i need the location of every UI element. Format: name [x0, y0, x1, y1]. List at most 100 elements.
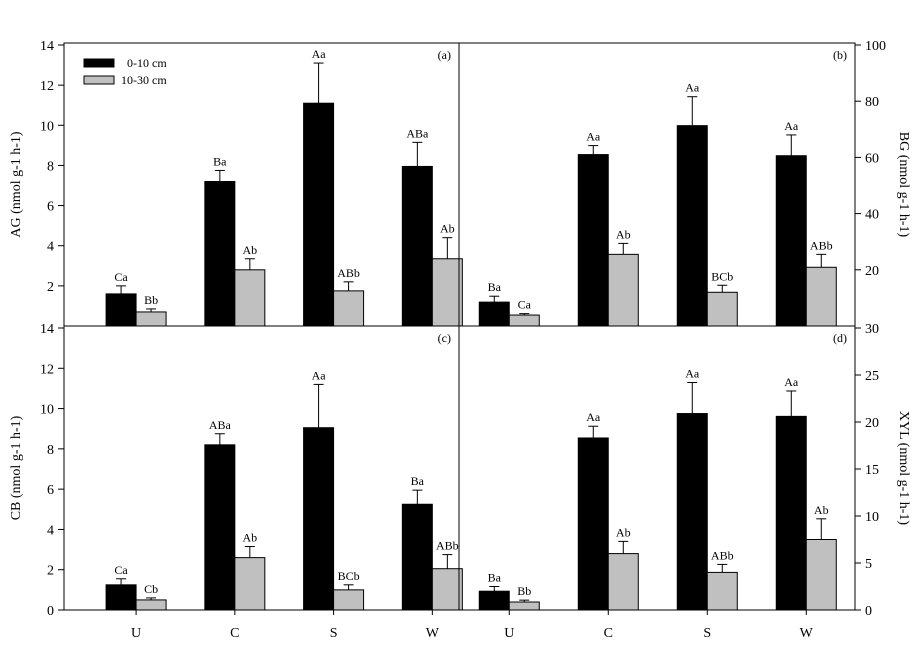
panel-label: (c)	[438, 331, 451, 345]
significance-letter: Aa	[586, 130, 601, 144]
bar-c-U-0-10cm	[105, 584, 137, 611]
y-tick-label: 10	[40, 403, 54, 418]
bar-b-W-0-10cm	[775, 155, 807, 327]
significance-letter: Aa	[586, 410, 601, 424]
legend: 0-10 cm 10-30 cm	[83, 56, 167, 87]
panel-label: (b)	[833, 48, 847, 62]
x-tick-label: W	[800, 626, 814, 641]
bar-b-U-0-10cm	[478, 301, 510, 327]
legend-swatch	[83, 58, 115, 68]
significance-letter: ABb	[436, 539, 459, 553]
significance-letter: Cb	[144, 582, 158, 596]
y-tick-label: 2	[47, 280, 54, 295]
y-tick-label: 12	[40, 362, 54, 377]
significance-letter: Ab	[814, 503, 829, 517]
bar-d-U-0-10cm	[478, 590, 510, 611]
bar-b-S-10-30cm	[706, 291, 738, 327]
y-tick-label: 4	[47, 240, 54, 255]
panel-c: (c) 0 2 4 6 8 10 12 14 CB (nmol g-1 h-1) Ca Cb U ABa A…	[9, 322, 463, 641]
bar-b-C-0-10cm	[577, 154, 609, 327]
y-tick-label: 10	[40, 119, 54, 134]
legend-label: 10-30 cm	[121, 73, 167, 87]
panel-d: (d) 0 5 10 15 20 25 30 XYL (nmol g-1 h-1) Ba Bb U Aa…	[458, 322, 911, 641]
significance-letter: ABb	[810, 238, 833, 252]
y-tick-label: 100	[865, 39, 886, 54]
y-tick-label: 6	[47, 200, 54, 215]
significance-letter: Aa	[784, 375, 799, 389]
bar-a-S-0-10cm	[303, 102, 335, 327]
bar-c-W-10-30cm	[431, 568, 463, 611]
significance-letter: Ab	[616, 227, 631, 241]
y-tick-label: 40	[865, 208, 879, 223]
bar-d-C-0-10cm	[577, 437, 609, 611]
y-tick-label: 25	[865, 369, 879, 384]
bar-a-W-0-10cm	[401, 165, 433, 327]
y-tick-label: 5	[865, 557, 872, 572]
significance-letter: Ca	[114, 270, 128, 284]
bar-b-W-10-30cm	[805, 266, 837, 327]
y-tick-label: 20	[865, 416, 879, 431]
bar-c-S-0-10cm	[303, 427, 335, 611]
significance-letter: ABa	[209, 418, 232, 432]
significance-letter: Aa	[685, 81, 700, 95]
legend-label: 0-10 cm	[127, 56, 167, 70]
bar-b-U-10-30cm	[508, 314, 540, 327]
bar-d-W-10-30cm	[805, 539, 837, 611]
significance-letter: Ba	[488, 280, 502, 294]
y-axis-label: BG (nmol g-1 h-1)	[896, 132, 911, 238]
significance-letter: Bb	[144, 293, 158, 307]
significance-letter: Aa	[312, 368, 327, 382]
y-tick-label: 15	[865, 463, 879, 478]
bar-a-U-10-30cm	[135, 311, 167, 327]
bar-c-C-0-10cm	[204, 444, 236, 611]
significance-letter: Ab	[440, 222, 455, 236]
bar-a-S-10-30cm	[333, 290, 365, 327]
bar-c-U-10-30cm	[135, 599, 167, 611]
bar-d-S-10-30cm	[706, 571, 738, 611]
x-tick-label: U	[131, 626, 141, 641]
bar-d-S-0-10cm	[676, 413, 708, 611]
bar-c-W-0-10cm	[401, 503, 433, 611]
significance-letter: ABb	[337, 266, 360, 280]
bar-d-U-10-30cm	[508, 601, 540, 611]
y-tick-label: 0	[865, 604, 872, 619]
significance-letter: Ba	[213, 154, 227, 168]
bar-b-C-10-30cm	[607, 253, 639, 327]
x-tick-label: U	[504, 626, 514, 641]
y-axis-label: XYL (nmol g-1 h-1)	[896, 411, 911, 526]
panel-a: (a) 2 4 6 8 10 12 14 AG (nmol g-1 h-1) Ca Bb Ba Ab Aa…	[9, 39, 463, 327]
significance-letter: ABa	[406, 126, 429, 140]
bar-a-U-0-10cm	[105, 293, 137, 327]
significance-letter: BCb	[711, 269, 733, 283]
significance-letter: Aa	[312, 47, 327, 61]
y-tick-label: 60	[865, 151, 879, 166]
panel-b: (b) 20 40 60 80 100 BG (nmol g-1 h-1) Ba Ca Aa Ab A…	[458, 39, 911, 327]
y-tick-label: 6	[47, 483, 54, 498]
significance-letter: Bb	[517, 584, 531, 598]
y-tick-label: 0	[47, 604, 54, 619]
x-tick-label: C	[604, 626, 613, 641]
bar-c-S-10-30cm	[333, 589, 365, 611]
bar-a-W-10-30cm	[431, 258, 463, 327]
x-tick-label: S	[703, 626, 711, 641]
y-tick-label: 14	[40, 39, 54, 54]
significance-letter: Ab	[243, 243, 258, 257]
x-tick-label: W	[426, 626, 440, 641]
y-tick-label: 30	[865, 322, 879, 337]
significance-letter: Ba	[411, 474, 425, 488]
y-tick-label: 20	[865, 264, 879, 279]
y-axis-label: CB (nmol g-1 h-1)	[9, 415, 24, 520]
y-tick-label: 2	[47, 564, 54, 579]
bar-a-C-0-10cm	[204, 180, 236, 327]
significance-letter: Ca	[114, 563, 128, 577]
significance-letter: Ab	[616, 525, 631, 539]
bar-a-C-10-30cm	[234, 269, 266, 327]
y-tick-label: 8	[47, 159, 54, 174]
bar-d-C-10-30cm	[607, 553, 639, 611]
bar-b-S-0-10cm	[676, 125, 708, 327]
bar-d-W-0-10cm	[775, 415, 807, 611]
x-tick-label: C	[230, 626, 239, 641]
panel-frame	[458, 325, 856, 611]
significance-letter: Ba	[488, 571, 502, 585]
